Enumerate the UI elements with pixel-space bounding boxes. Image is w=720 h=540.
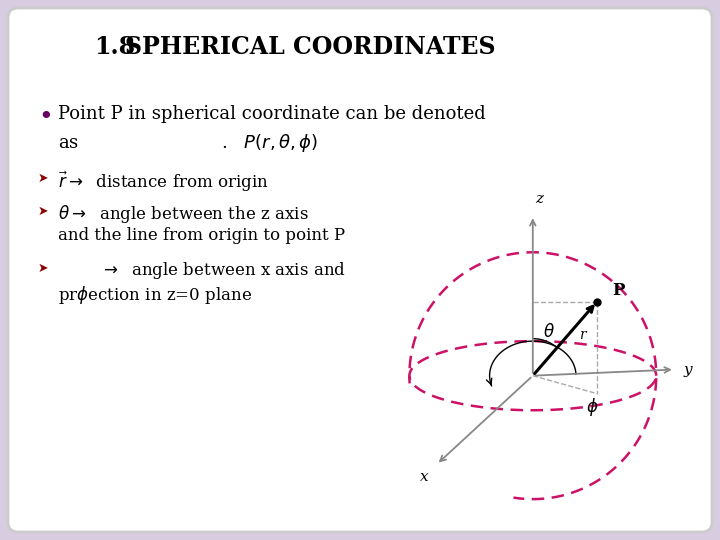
FancyBboxPatch shape [8, 8, 712, 532]
Text: $\theta\rightarrow$  angle between the z axis: $\theta\rightarrow$ angle between the z … [58, 203, 309, 225]
Text: SPHERICAL COORDINATES: SPHERICAL COORDINATES [125, 35, 495, 59]
Text: ➤: ➤ [38, 205, 48, 218]
Text: •: • [38, 105, 53, 129]
Text: as                         .   $P(r, \theta, \phi)$: as . $P(r, \theta, \phi)$ [58, 132, 318, 154]
Text: pr$\phi$ection in z=0 plane: pr$\phi$ection in z=0 plane [58, 284, 252, 306]
Text: 1.8: 1.8 [94, 35, 135, 59]
Text: z: z [535, 192, 543, 206]
Text: $\mathit{\vec{r}}$$\rightarrow$  distance from origin: $\mathit{\vec{r}}$$\rightarrow$ distance… [58, 170, 269, 194]
Text: Point P in spherical coordinate can be denoted: Point P in spherical coordinate can be d… [58, 105, 486, 123]
Text: P: P [612, 282, 624, 300]
Text: y: y [684, 362, 693, 376]
Text: $\theta$: $\theta$ [544, 323, 555, 341]
Text: $\rightarrow$  angle between x axis and: $\rightarrow$ angle between x axis and [58, 260, 346, 281]
Text: ➤: ➤ [38, 262, 48, 275]
Text: x: x [420, 470, 428, 484]
Text: and the line from origin to point P: and the line from origin to point P [58, 227, 345, 244]
Text: $\phi$: $\phi$ [586, 395, 598, 417]
Text: ➤: ➤ [38, 172, 48, 185]
Text: r: r [579, 328, 586, 342]
